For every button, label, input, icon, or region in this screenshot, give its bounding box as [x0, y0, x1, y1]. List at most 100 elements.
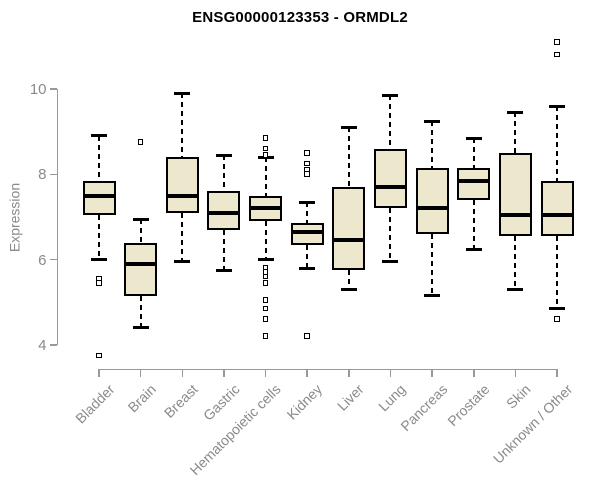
y-axis-tick	[49, 173, 57, 176]
whisker-lower-liver	[347, 270, 350, 290]
whisker-cap-lower-bladder	[91, 258, 107, 262]
outlier-unknown-other	[554, 51, 560, 58]
y-axis-tick	[49, 258, 57, 261]
whisker-cap-upper-bladder	[91, 134, 107, 138]
whisker-cap-lower-skin	[507, 288, 524, 292]
median-pancreas	[415, 206, 449, 211]
x-axis-tick	[473, 368, 475, 377]
median-brain	[124, 261, 158, 266]
x-tick-label: Kidney	[283, 381, 326, 423]
whisker-upper-gastric	[222, 155, 225, 192]
whisker-lower-lung	[389, 208, 392, 262]
median-kidney	[290, 229, 324, 234]
whisker-lower-hematopoietic-cells	[264, 221, 267, 260]
outlier-bladder	[96, 280, 102, 286]
median-hematopoietic-cells	[249, 206, 283, 211]
chart-title: ENSG00000123353 - ORMDL2	[192, 9, 408, 26]
x-axis-tick	[139, 368, 142, 377]
whisker-cap-upper-pancreas	[424, 119, 441, 123]
whisker-cap-lower-hematopoietic-cells	[257, 258, 274, 262]
box-pancreas	[415, 167, 449, 235]
whisker-cap-lower-lung	[382, 260, 399, 264]
whisker-upper-bladder	[98, 135, 100, 181]
whisker-cap-upper-breast	[174, 91, 191, 95]
whisker-lower-pancreas	[431, 234, 434, 296]
whisker-upper-liver	[347, 127, 350, 188]
median-bladder	[82, 193, 116, 198]
x-axis-tick	[181, 368, 184, 377]
y-axis-tick	[49, 344, 57, 346]
whisker-cap-upper-kidney	[299, 200, 316, 204]
median-gastric	[207, 210, 241, 215]
whisker-upper-breast	[181, 93, 184, 158]
whisker-upper-hematopoietic-cells	[264, 157, 267, 196]
whisker-lower-kidney	[306, 244, 309, 269]
x-tick-label: Prostate	[443, 381, 493, 430]
box-unknown-other	[540, 180, 574, 237]
whisker-cap-lower-brain	[132, 326, 149, 330]
median-unknown-other	[540, 212, 574, 217]
whisker-lower-breast	[181, 212, 184, 262]
whisker-lower-skin	[514, 236, 517, 290]
median-prostate	[457, 178, 491, 183]
x-axis-tick	[223, 368, 225, 377]
whisker-cap-lower-unknown-other	[549, 307, 566, 311]
y-tick-label: 6	[38, 251, 47, 269]
whisker-upper-lung	[389, 95, 392, 149]
x-axis-tick	[98, 368, 100, 377]
outlier-hematopoietic-cells	[262, 145, 269, 152]
median-liver	[332, 238, 366, 243]
whisker-lower-bladder	[98, 214, 100, 260]
x-tick-label: Breast	[160, 381, 201, 421]
whisker-lower-gastric	[222, 229, 225, 271]
whisker-cap-upper-skin	[507, 110, 524, 114]
outlier-bladder	[96, 352, 102, 359]
median-breast	[165, 193, 199, 198]
x-axis-tick	[306, 368, 308, 377]
y-tick-label: 8	[38, 166, 47, 184]
box-breast	[165, 157, 199, 213]
whisker-cap-upper-liver	[340, 125, 357, 129]
outlier-brain	[137, 139, 144, 145]
x-tick-label: Skin	[503, 381, 534, 412]
whisker-cap-lower-liver	[340, 288, 357, 292]
x-tick-label: Bladder	[71, 381, 118, 427]
x-axis-tick	[514, 368, 517, 377]
x-axis-tick	[348, 368, 350, 377]
whisker-upper-pancreas	[431, 121, 434, 168]
x-axis-tick	[431, 368, 433, 377]
whisker-cap-lower-breast	[174, 260, 191, 264]
x-axis-tick	[264, 368, 267, 377]
whisker-upper-skin	[514, 112, 517, 153]
box-prostate	[457, 167, 491, 200]
whisker-cap-upper-gastric	[215, 153, 232, 157]
whisker-lower-unknown-other	[556, 236, 559, 309]
box-skin	[498, 153, 532, 237]
whisker-cap-lower-gastric	[215, 268, 232, 272]
outlier-unknown-other	[554, 316, 560, 322]
outlier-hematopoietic-cells	[262, 333, 269, 339]
x-axis-tick	[389, 368, 392, 377]
whisker-lower-prostate	[472, 199, 475, 249]
whisker-upper-kidney	[306, 202, 309, 224]
whisker-upper-brain	[139, 219, 142, 243]
outlier-hematopoietic-cells	[262, 280, 269, 286]
y-axis-tick	[49, 88, 57, 90]
x-axis-line	[99, 368, 558, 370]
x-tick-label: Brain	[124, 381, 159, 416]
outlier-hematopoietic-cells	[262, 316, 269, 322]
box-gastric	[207, 191, 241, 230]
y-tick-label: 10	[29, 81, 47, 98]
whisker-cap-lower-kidney	[299, 266, 316, 270]
whisker-cap-upper-brain	[132, 217, 149, 221]
x-tick-label: Lung	[375, 381, 409, 415]
outlier-kidney	[304, 160, 310, 167]
whisker-upper-unknown-other	[556, 106, 559, 181]
box-liver	[332, 187, 366, 271]
whisker-cap-upper-lung	[382, 93, 399, 97]
whisker-cap-upper-prostate	[465, 136, 482, 140]
outlier-hematopoietic-cells	[262, 305, 269, 312]
outlier-unknown-other	[554, 39, 560, 45]
